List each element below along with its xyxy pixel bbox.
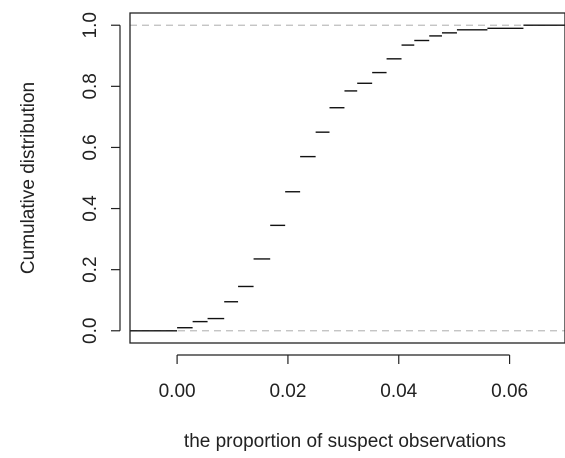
x-axis-title: the proportion of suspect observations (184, 431, 506, 452)
y-tick-label: 0.4 (80, 195, 101, 222)
step-series (130, 24, 565, 332)
x-tick-label: 0.06 (491, 381, 528, 402)
y-tick-label: 0.8 (80, 73, 101, 99)
reference-lines (130, 24, 565, 332)
y-tick-label: 1.0 (80, 12, 101, 38)
y-tick-label: 0.2 (80, 256, 101, 282)
x-tick-label: 0.04 (380, 381, 417, 402)
y-tick-label: 0.6 (80, 134, 101, 160)
y-axis: 0.0 0.2 0.4 0.6 0.8 1.0 (80, 12, 121, 344)
y-tick-label: 0.0 (80, 318, 101, 344)
x-tick-label: 0.02 (269, 381, 306, 402)
x-axis: 0.00 0.02 0.04 0.06 (159, 354, 528, 402)
y-axis-title: Cumulative distribution (18, 82, 39, 274)
x-tick-label: 0.00 (159, 381, 196, 402)
plot-frame (129, 12, 565, 344)
